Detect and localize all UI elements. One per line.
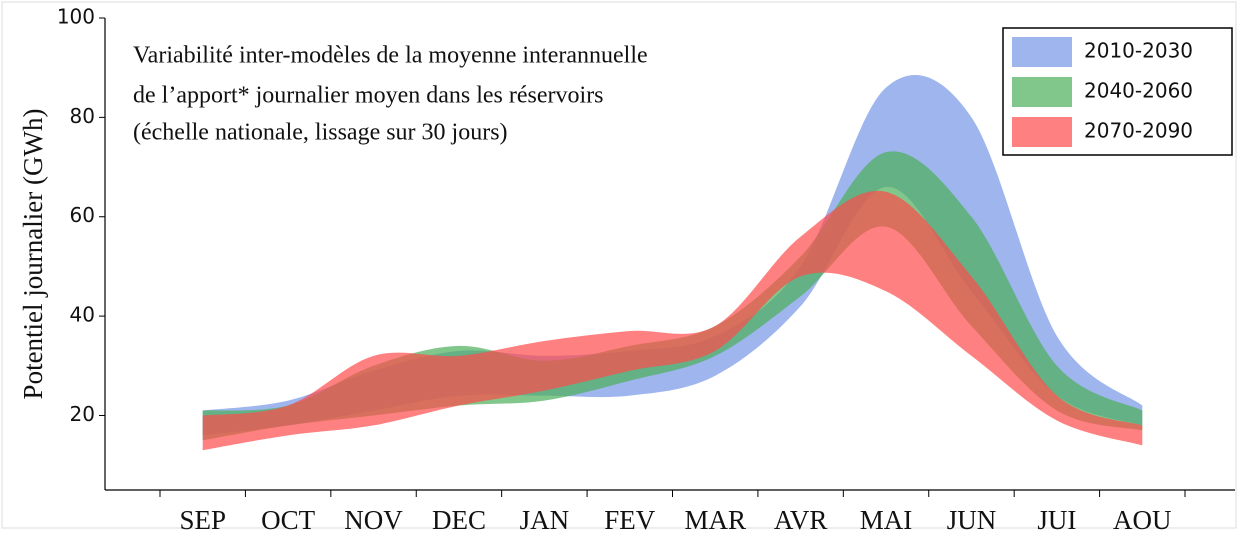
y-tick-label: 100 [57,5,95,29]
frame [1,1,1237,529]
annotation: Variabilité inter-modèles de la moyenne … [133,43,648,69]
x-tick-label: SEP [179,505,226,535]
legend-swatch [1012,37,1072,67]
x-tick-label: DEC [432,505,486,535]
x-tick-label: MAI [860,505,913,535]
x-tick-label: NOV [344,505,403,535]
y-tick-label: 80 [70,104,95,128]
x-tick-label: JAN [520,505,570,535]
x-tick-label: AOU [1113,505,1172,535]
y-tick-label: 40 [70,303,95,327]
legend-swatch [1012,77,1072,107]
legend-label: 2070-2090 [1084,119,1193,143]
annotation: (échelle nationale, lissage sur 30 jours… [133,120,508,146]
y-axis-label: Potentiel journalier (GWh) [18,109,48,400]
x-tick-label: MAR [684,505,746,535]
legend-label: 2040-2060 [1084,79,1193,103]
y-tick-label: 20 [70,402,95,426]
x-tick-label: FEV [604,505,656,535]
y-tick-label: 60 [70,203,95,227]
x-tick-label: AVR [774,505,828,535]
x-tick-label: JUN [947,505,997,535]
x-tick-label: JUI [1037,505,1076,535]
legend-label: 2010-2030 [1084,39,1193,63]
plot-area [202,75,1143,451]
annotation: de l’apport* journalier moyen dans les r… [133,83,604,109]
x-tick-label: OCT [261,505,316,535]
band [202,190,1143,451]
legend-swatch [1012,117,1072,147]
